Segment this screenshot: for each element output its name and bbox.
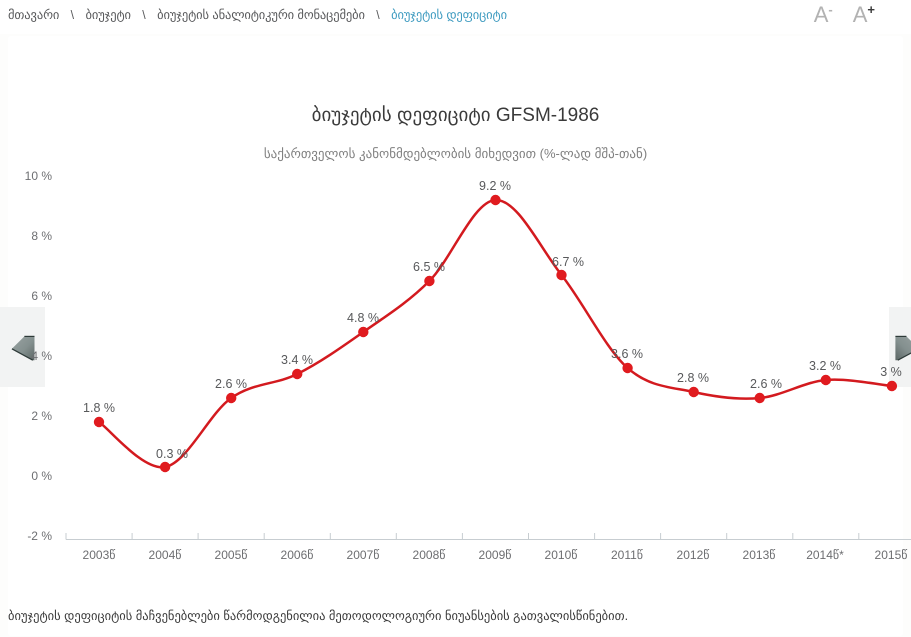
svg-text:6.5 %: 6.5 %: [413, 260, 445, 274]
svg-text:4 %: 4 %: [31, 349, 52, 363]
svg-text:9.2 %: 9.2 %: [479, 179, 511, 193]
svg-text:2008წ: 2008წ: [413, 548, 446, 562]
svg-text:2009წ: 2009წ: [479, 548, 512, 562]
svg-text:6.7 %: 6.7 %: [552, 255, 584, 269]
svg-text:3.4 %: 3.4 %: [281, 353, 313, 367]
svg-text:2011წ: 2011წ: [611, 548, 643, 562]
svg-text:3 %: 3 %: [880, 365, 902, 379]
svg-text:-2 %: -2 %: [27, 529, 52, 543]
svg-text:2010წ: 2010წ: [545, 548, 578, 562]
svg-text:2007წ: 2007წ: [347, 548, 380, 562]
svg-text:2003წ: 2003წ: [83, 548, 116, 562]
svg-text:8 %: 8 %: [31, 229, 52, 243]
svg-text:2014წ*: 2014წ*: [806, 548, 844, 562]
svg-text:3.2 %: 3.2 %: [809, 359, 841, 373]
svg-text:2.6 %: 2.6 %: [750, 377, 782, 391]
svg-text:2.8 %: 2.8 %: [677, 371, 709, 385]
svg-text:2005წ: 2005წ: [215, 548, 248, 562]
svg-text:2012წ: 2012წ: [677, 548, 710, 562]
svg-text:2013წ: 2013წ: [743, 548, 776, 562]
svg-text:2004წ: 2004წ: [149, 548, 182, 562]
svg-text:2 %: 2 %: [31, 409, 52, 423]
svg-text:2.6 %: 2.6 %: [215, 377, 247, 391]
svg-text:2015წ: 2015წ: [875, 548, 908, 562]
svg-text:4.8 %: 4.8 %: [347, 311, 379, 325]
svg-text:0 %: 0 %: [31, 469, 52, 483]
svg-text:0.3 %: 0.3 %: [156, 447, 188, 461]
svg-text:6 %: 6 %: [31, 289, 52, 303]
svg-text:10 %: 10 %: [25, 169, 53, 183]
svg-text:2006წ: 2006წ: [281, 548, 314, 562]
svg-text:3.6 %: 3.6 %: [611, 347, 643, 361]
svg-text:1.8 %: 1.8 %: [83, 401, 115, 415]
